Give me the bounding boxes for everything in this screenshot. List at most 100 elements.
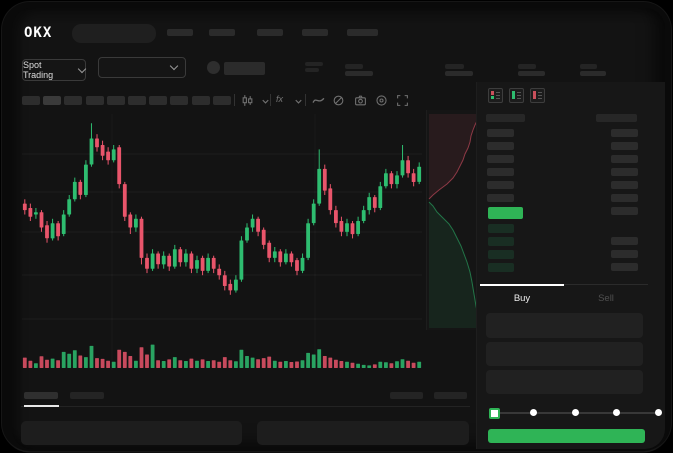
change-placeholder xyxy=(305,62,323,66)
camera-icon[interactable] xyxy=(354,94,367,107)
indicators-icon[interactable]: fx xyxy=(276,94,284,104)
stat-value xyxy=(580,71,606,76)
bid-price-row[interactable] xyxy=(488,250,514,259)
buy-submit-button[interactable] xyxy=(488,429,645,443)
fullscreen-icon[interactable] xyxy=(396,94,409,107)
depth-chart[interactable] xyxy=(426,110,481,330)
nav-item[interactable] xyxy=(167,29,193,36)
timeframe-button[interactable] xyxy=(106,96,125,105)
ask-price-row[interactable] xyxy=(487,194,514,202)
orderbook-amount-header xyxy=(596,114,637,122)
ask-amount-row[interactable] xyxy=(611,207,638,215)
slider-step-1[interactable] xyxy=(530,409,537,416)
timeframe-button[interactable] xyxy=(149,96,168,105)
timeframe-button[interactable] xyxy=(128,96,146,105)
nav-item[interactable] xyxy=(209,29,235,36)
bid-amount-row[interactable] xyxy=(611,237,638,245)
chevron-down-icon xyxy=(77,64,87,73)
tab-sell[interactable]: Sell xyxy=(598,293,614,304)
ask-amount-row[interactable] xyxy=(611,181,638,189)
ask-price-row[interactable] xyxy=(487,142,514,150)
ask-price-row[interactable] xyxy=(487,129,514,137)
change-placeholder xyxy=(305,68,319,72)
app-window: OKX Spot Trading fx xyxy=(12,8,665,449)
nav-item[interactable] xyxy=(257,29,283,36)
candle-style-icon[interactable] xyxy=(241,94,254,107)
ask-amount-row[interactable] xyxy=(611,155,638,163)
last-price-placeholder xyxy=(224,62,265,75)
slider-step-0[interactable] xyxy=(488,407,500,419)
bid-amount-row[interactable] xyxy=(611,263,638,271)
ask-amount-row[interactable] xyxy=(611,168,638,176)
settings-icon[interactable] xyxy=(375,94,388,107)
ask-price-row[interactable] xyxy=(487,181,514,189)
timeframe-button[interactable] xyxy=(170,96,189,105)
timeframe-button[interactable] xyxy=(191,96,210,105)
bid-amount-row[interactable] xyxy=(611,250,638,258)
line-tool-icon[interactable] xyxy=(312,94,325,107)
orderbook-both-icon[interactable] xyxy=(488,88,503,103)
tab-open-orders[interactable] xyxy=(24,392,58,399)
stat-label xyxy=(445,64,464,69)
last-price-badge[interactable] xyxy=(488,207,523,219)
search-input[interactable] xyxy=(72,24,156,43)
chevron-down-icon[interactable] xyxy=(260,96,273,109)
slider-step-4[interactable] xyxy=(654,409,662,416)
compare-icon[interactable] xyxy=(332,94,345,107)
toolbar-divider xyxy=(305,94,306,106)
stat-value xyxy=(345,71,373,76)
timeframe-button[interactable] xyxy=(85,96,104,105)
stat-value xyxy=(445,71,473,76)
bid-price-row[interactable] xyxy=(488,224,514,233)
nav-item[interactable] xyxy=(347,29,378,36)
toolbar-divider xyxy=(270,94,271,106)
ask-price-row[interactable] xyxy=(487,155,514,163)
chevron-down-icon xyxy=(169,61,179,71)
active-tab-underline xyxy=(24,405,59,407)
stat-label xyxy=(345,64,363,69)
okx-logo: OKX xyxy=(24,25,53,41)
tab-order-history[interactable] xyxy=(70,392,104,399)
timeframe-button[interactable] xyxy=(22,96,40,105)
price-input[interactable] xyxy=(486,313,643,338)
slider-step-2[interactable] xyxy=(571,409,579,416)
chevron-down-icon[interactable] xyxy=(293,96,306,109)
orderbook-asks-icon[interactable] xyxy=(530,88,545,103)
trade-tabs: Buy Sell xyxy=(480,284,648,307)
slider-step-3[interactable] xyxy=(613,409,620,416)
timeframe-button[interactable] xyxy=(212,96,231,105)
timeframe-button[interactable] xyxy=(64,96,83,105)
tab-buy[interactable]: Buy xyxy=(513,293,531,304)
ask-amount-row[interactable] xyxy=(611,129,638,137)
stat-label xyxy=(518,64,536,69)
depth-svg xyxy=(428,114,481,328)
orders-action[interactable] xyxy=(390,392,423,399)
tabs-divider xyxy=(21,406,470,407)
orderbook-bids-icon[interactable] xyxy=(509,88,524,103)
total-input[interactable] xyxy=(486,370,643,394)
ask-price-row[interactable] xyxy=(487,168,514,176)
stat-value xyxy=(518,71,545,76)
price-chart[interactable] xyxy=(22,114,422,372)
orders-action[interactable] xyxy=(434,392,467,399)
orderbook-price-header xyxy=(486,114,525,122)
orders-empty-panel xyxy=(257,421,469,445)
timeframe-button[interactable] xyxy=(43,96,62,105)
bid-price-row[interactable] xyxy=(488,237,514,246)
active-tab-indicator xyxy=(480,284,564,286)
ask-amount-row[interactable] xyxy=(611,142,638,150)
stat-label xyxy=(580,64,597,69)
pair-select[interactable] xyxy=(98,57,186,78)
amount-input[interactable] xyxy=(486,342,643,366)
toolbar-divider xyxy=(234,94,235,106)
nav-item[interactable] xyxy=(302,29,328,36)
amount-slider[interactable] xyxy=(488,407,662,420)
ask-amount-row[interactable] xyxy=(611,194,638,202)
bid-price-row[interactable] xyxy=(488,263,514,272)
coin-icon xyxy=(207,61,220,74)
trade-mode-label: Spot Trading xyxy=(23,60,54,80)
trade-mode-select[interactable]: Spot Trading xyxy=(22,59,87,81)
orders-empty-panel xyxy=(21,421,242,445)
candlestick-svg xyxy=(22,123,422,368)
